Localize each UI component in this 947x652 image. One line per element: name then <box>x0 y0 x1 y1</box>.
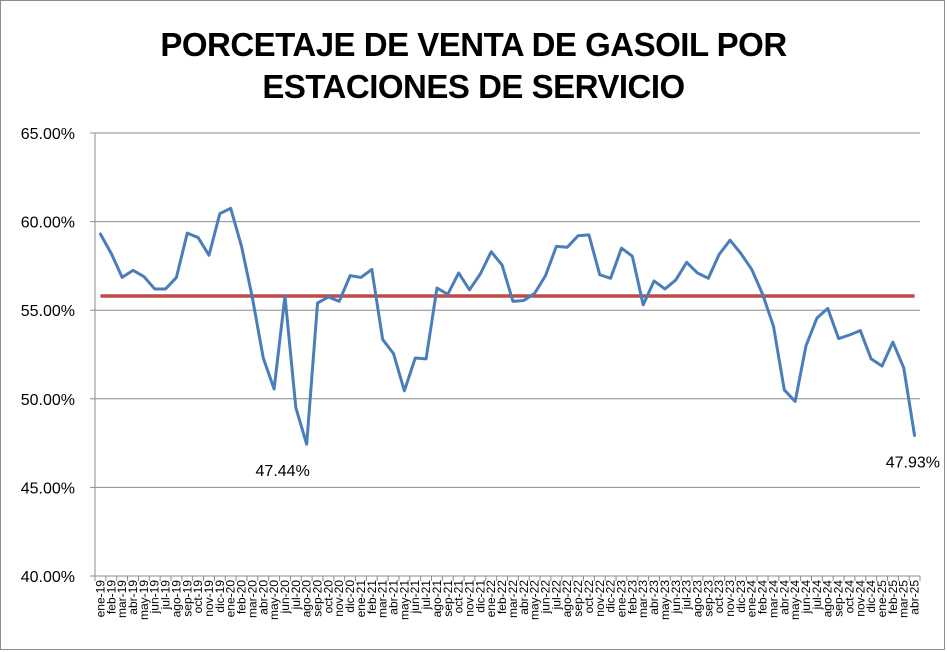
x-tick-label: ene-19 <box>93 580 107 618</box>
x-tick-label: jul-22 <box>549 580 563 611</box>
data-label: 47.93% <box>886 454 940 471</box>
x-tick-label: ago-19 <box>169 580 183 618</box>
x-tick-label: ago-24 <box>821 580 835 618</box>
x-tick-label: ago-20 <box>300 580 314 618</box>
y-tick-label: 40.00% <box>21 569 75 586</box>
x-tick-label: oct-24 <box>842 580 856 614</box>
x-tick-label: abr-21 <box>387 580 401 615</box>
x-tick-label: mar-25 <box>897 580 911 618</box>
x-tick-label: abr-24 <box>777 580 791 615</box>
x-tick-label: ene-25 <box>875 580 889 618</box>
x-tick-label: dic-22 <box>604 580 618 613</box>
x-tick-label: may-24 <box>788 580 802 620</box>
x-tick-label: nov-20 <box>332 580 346 617</box>
x-tick-label: sep-22 <box>571 580 585 617</box>
x-tick-label: feb-22 <box>495 580 509 614</box>
x-tick-label: dic-21 <box>473 580 487 613</box>
series-line <box>98 206 917 446</box>
x-tick-label: jun-19 <box>148 580 162 615</box>
x-tick-label: oct-21 <box>452 580 466 614</box>
x-tick-label: jul-19 <box>159 580 173 611</box>
x-tick-label: jul-20 <box>289 580 303 611</box>
x-tick-label: nov-23 <box>723 580 737 617</box>
x-tick-label: mar-22 <box>506 580 520 618</box>
chart-title: PORCETAJE DE VENTA DE GASOIL POR ESTACIO… <box>0 24 947 108</box>
y-tick-label: 55.00% <box>21 303 75 320</box>
x-tick-label: ago-22 <box>560 580 574 618</box>
x-tick-label: may-19 <box>137 580 151 620</box>
x-tick-label: mar-20 <box>245 580 259 618</box>
chart-title-line-1: PORCETAJE DE VENTA DE GASOIL POR <box>160 26 787 63</box>
x-tick-label: mar-24 <box>766 580 780 618</box>
x-tick-label: nov-22 <box>593 580 607 617</box>
x-tick-label: mar-19 <box>115 580 129 618</box>
y-tick-label: 50.00% <box>21 392 75 409</box>
y-tick-label: 45.00% <box>21 480 75 497</box>
x-tick-label: ene-22 <box>484 580 498 618</box>
x-tick-label: oct-23 <box>712 580 726 614</box>
x-tick-label: jul-24 <box>810 580 824 611</box>
x-tick-label: feb-23 <box>625 580 639 614</box>
x-tick-label: ene-24 <box>745 580 759 618</box>
x-tick-label: sep-19 <box>180 580 194 617</box>
x-tick-label: nov-19 <box>202 580 216 617</box>
x-tick-label: dic-20 <box>343 580 357 613</box>
x-tick-label: feb-20 <box>235 580 249 614</box>
x-tick-label: oct-20 <box>321 580 335 614</box>
x-tick-label: oct-19 <box>191 580 205 614</box>
y-tick-label: 60.00% <box>21 215 75 232</box>
x-tick-label: may-21 <box>397 580 411 620</box>
x-tick-label: ago-23 <box>690 580 704 618</box>
x-tick-label: dic-19 <box>213 580 227 613</box>
x-tick-label: dic-23 <box>734 580 748 613</box>
x-tick-label: feb-25 <box>886 580 900 614</box>
x-tick-label: may-23 <box>658 580 672 620</box>
x-tick-label: ago-21 <box>430 580 444 618</box>
y-tick-label: 65.00% <box>21 126 75 143</box>
x-tick-label: oct-22 <box>582 580 596 614</box>
x-tick-label: ene-20 <box>224 580 238 618</box>
x-tick-label: may-22 <box>528 580 542 620</box>
x-tick-label: sep-20 <box>311 580 325 617</box>
x-tick-label: feb-19 <box>104 580 118 614</box>
x-tick-label: mar-23 <box>636 580 650 618</box>
x-tick-label: jun-21 <box>408 580 422 615</box>
x-tick-label: feb-24 <box>756 580 770 614</box>
x-tick-label: jun-23 <box>669 580 683 615</box>
data-label: 47.44% <box>256 463 310 480</box>
x-tick-label: mar-21 <box>376 580 390 618</box>
x-tick-label: jul-23 <box>680 580 694 611</box>
x-tick-label: abr-22 <box>517 580 531 615</box>
x-tick-label: dic-24 <box>864 580 878 613</box>
x-tick-label: abr-23 <box>647 580 661 615</box>
x-tick-label: sep-23 <box>701 580 715 617</box>
x-tick-label: sep-24 <box>832 580 846 617</box>
x-tick-label: feb-21 <box>365 580 379 614</box>
x-tick-label: ene-23 <box>614 580 628 618</box>
x-tick-label: jun-22 <box>538 580 552 615</box>
x-tick-label: abr-25 <box>908 580 922 615</box>
x-tick-label: ene-21 <box>354 580 368 618</box>
x-tick-label: abr-20 <box>256 580 270 615</box>
x-tick-label: may-20 <box>267 580 281 620</box>
x-tick-label: jun-20 <box>278 580 292 615</box>
x-tick-label: jul-21 <box>419 580 433 611</box>
x-tick-label: abr-19 <box>126 580 140 615</box>
x-tick-label: sep-21 <box>441 580 455 617</box>
chart-title-line-2: ESTACIONES DE SERVICIO <box>262 68 685 105</box>
x-tick-label: jun-24 <box>799 580 813 615</box>
x-tick-label: nov-21 <box>463 580 477 617</box>
x-tick-label: nov-24 <box>853 580 867 617</box>
